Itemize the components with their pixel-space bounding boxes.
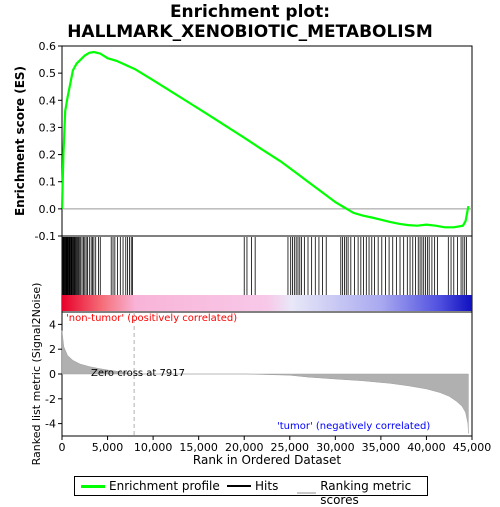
legend-item-hits: Hits: [227, 479, 278, 493]
x-tick-label: 40,000: [407, 441, 446, 454]
legend-swatch-green: [81, 484, 105, 488]
es-y-axis-label: Enrichment score (ES): [13, 66, 27, 216]
chart-title-line-1: Enrichment plot:: [169, 2, 331, 22]
enrichment-panel-frame: [61, 45, 473, 237]
legend: Enrichment profile Hits Ranking metric s…: [74, 476, 428, 507]
zero-cross-label: Zero cross at 7917: [91, 368, 185, 379]
legend-item-ranking-metric: Ranking metric scores: [297, 479, 427, 507]
legend-swatch-gray: [297, 492, 317, 494]
negative-correlation-label: 'tumor' (negatively correlated): [277, 421, 430, 432]
metric-y-tick-label: 4: [49, 318, 56, 331]
legend-label-enrichment-profile: Enrichment profile: [109, 479, 220, 493]
metric-y-tick-label: -2: [45, 393, 56, 406]
hits-layer: [62, 237, 467, 295]
x-tick-label: 15,000: [179, 441, 218, 454]
rank-color-bar: [62, 295, 472, 311]
axes-layer: -0.1 0.0 0.1 0.2 0.3 0.4 0.5 0.6 -4 -2 0 2 4 0 5,000 10…: [35, 40, 492, 454]
x-tick-label: 30,000: [316, 441, 355, 454]
es-y-tick-label: 0.4: [39, 94, 57, 107]
x-tick-label: 5,000: [92, 441, 124, 454]
enrichment-layer: [60, 50, 472, 229]
legend-swatch-black: [227, 485, 251, 487]
es-y-tick-label: -0.1: [35, 230, 56, 243]
enrichment-profile-line: [60, 50, 470, 229]
metric-y-tick-label: 2: [49, 343, 56, 356]
es-y-tick-label: 0.5: [39, 67, 57, 80]
legend-item-enrichment-profile: Enrichment profile: [81, 479, 220, 493]
x-tick-label: 25,000: [271, 441, 310, 454]
positive-correlation-label: 'non-tumor' (positively correlated): [66, 313, 237, 324]
es-y-tick-label: 0.3: [39, 121, 57, 134]
x-tick-label: 45,000: [453, 441, 492, 454]
ranking-metric-area: [61, 330, 469, 434]
es-y-tick-label: 0.1: [39, 176, 57, 189]
metric-y-tick-label: 0: [49, 368, 56, 381]
x-tick-label: 10,000: [134, 441, 173, 454]
x-tick-label: 20,000: [225, 441, 264, 454]
metric-layer: [61, 312, 469, 436]
x-tick-label: 35,000: [362, 441, 401, 454]
x-axis-label: Rank in Ordered Dataset: [193, 453, 341, 467]
chart-title-line-2: HALLMARK_XENOBIOTIC_METABOLISM: [67, 22, 433, 42]
chart-title: Enrichment plot: HALLMARK_XENOBIOTIC_MET…: [0, 2, 500, 42]
metric-y-tick-label: -4: [45, 418, 56, 431]
legend-label-hits: Hits: [255, 479, 279, 493]
es-y-tick-label: 0.6: [39, 40, 57, 53]
legend-label-ranking-metric: Ranking metric scores: [320, 479, 412, 507]
metric-y-axis-label: Ranked list metric (Signal2Noise): [30, 283, 43, 466]
es-y-tick-label: 0.2: [39, 149, 57, 162]
x-tick-label: 0: [59, 441, 66, 454]
es-y-tick-label: 0.0: [39, 203, 57, 216]
